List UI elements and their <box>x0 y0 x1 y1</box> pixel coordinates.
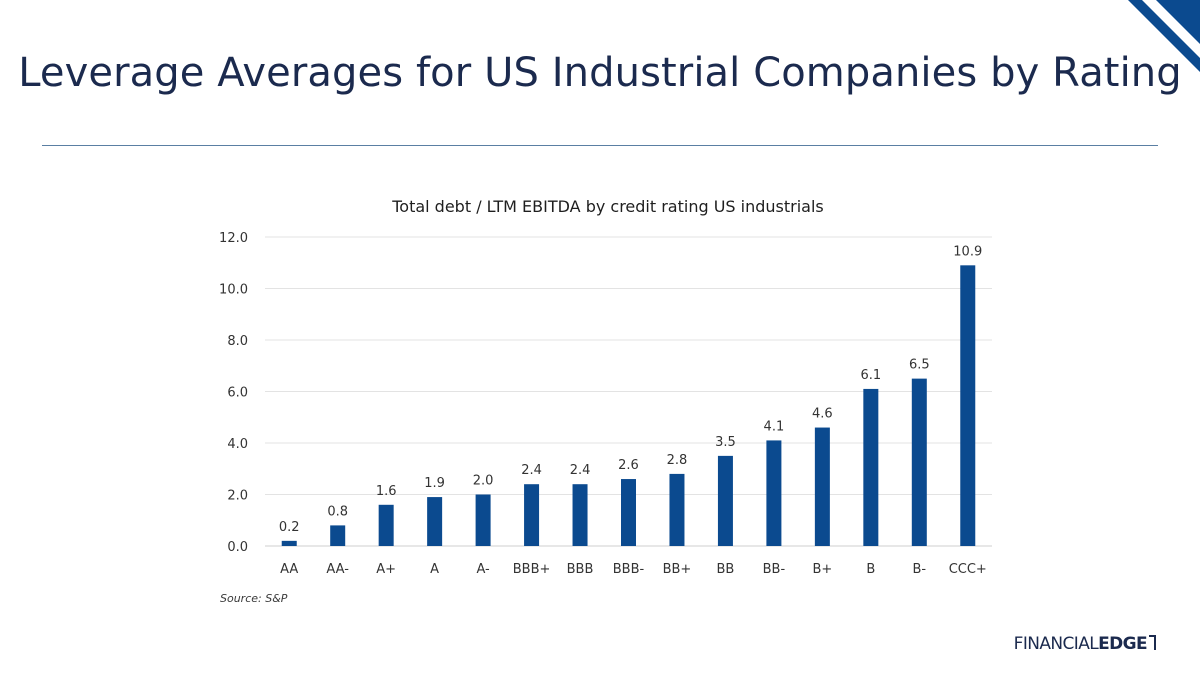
y-tick-label: 4.0 <box>227 437 248 452</box>
bar-bb <box>717 455 733 546</box>
x-tick-label: AA- <box>326 562 349 577</box>
brand-bold-text: EDGE <box>1098 634 1147 654</box>
data-label: 4.1 <box>764 419 785 434</box>
data-label: 1.9 <box>424 476 445 491</box>
data-label: 3.5 <box>715 435 736 450</box>
x-tick-label: CCC+ <box>949 562 987 577</box>
bar-bb-plus <box>669 473 685 546</box>
bar-a-plus <box>378 504 394 546</box>
x-tick-label: BB- <box>763 562 786 577</box>
y-tick-label: 6.0 <box>227 386 248 401</box>
data-label: 1.6 <box>376 484 397 499</box>
corner-accent-icon <box>1128 0 1200 72</box>
x-tick-label: BBB+ <box>513 562 551 577</box>
bar-bbb <box>572 484 588 546</box>
x-tick-label: AA <box>280 562 298 577</box>
x-axis-ticks: AA AA- A+ A A- BBB+ BBB BBB- BB+ BB BB- B+ B B- CCC+ <box>280 562 987 577</box>
bar-aa <box>281 540 297 546</box>
y-tick-label: 2.0 <box>227 489 248 504</box>
bar-ccc-plus <box>960 265 976 546</box>
bar-a-minus <box>475 494 491 546</box>
x-tick-label: BB <box>717 562 735 577</box>
bar-a <box>427 497 443 546</box>
bar-b-plus <box>814 427 830 546</box>
data-label: 2.6 <box>618 458 639 473</box>
x-tick-label: BB+ <box>663 562 692 577</box>
y-tick-label: 12.0 <box>219 231 248 246</box>
bar-b-minus <box>911 378 927 546</box>
x-tick-label: A <box>430 562 439 577</box>
y-tick-label: 10.0 <box>219 283 248 298</box>
bar-bbb-plus <box>524 484 540 546</box>
data-labels: 0.2 0.8 1.6 1.9 2.0 2.4 2.4 2.6 2.8 3.5 4.1 4.6 6.1 6… <box>279 244 982 535</box>
y-axis-ticks: 0.0 2.0 4.0 6.0 8.0 10.0 12.0 <box>219 231 248 555</box>
data-label: 6.1 <box>860 368 881 383</box>
data-label: 0.2 <box>279 520 300 535</box>
x-tick-label: A+ <box>376 562 396 577</box>
data-label: 4.6 <box>812 407 833 422</box>
data-label: 6.5 <box>909 358 930 373</box>
y-tick-label: 0.0 <box>227 540 248 555</box>
source-note: Source: S&P <box>220 592 288 605</box>
brand-light-text: FINANCIAL <box>1013 634 1099 654</box>
x-tick-label: B <box>866 562 875 577</box>
title-divider <box>42 145 1158 146</box>
bar-bb-minus <box>766 440 782 546</box>
data-label: 2.8 <box>667 453 688 468</box>
data-label: 2.4 <box>570 463 591 478</box>
x-tick-label: A- <box>476 562 490 577</box>
y-tick-label: 8.0 <box>227 334 248 349</box>
bar-bbb-minus <box>621 479 636 546</box>
bar-aa-minus <box>330 525 346 546</box>
x-tick-label: BBB- <box>613 562 645 577</box>
brand-logo: FINANCIALEDGE <box>1014 634 1156 654</box>
x-tick-label: B- <box>912 562 926 577</box>
page-title: Leverage Averages for US Industrial Comp… <box>18 50 1182 96</box>
chart-title: Total debt / LTM EBITDA by credit rating… <box>392 197 824 216</box>
data-label: 2.4 <box>521 463 542 478</box>
data-label: 10.9 <box>953 244 982 259</box>
x-tick-label: BBB <box>567 562 594 577</box>
brand-mark-icon <box>1149 635 1156 650</box>
bar-b <box>863 388 879 546</box>
data-label: 0.8 <box>327 504 348 519</box>
bars <box>281 265 976 546</box>
x-tick-label: B+ <box>812 562 832 577</box>
data-label: 2.0 <box>473 474 494 489</box>
